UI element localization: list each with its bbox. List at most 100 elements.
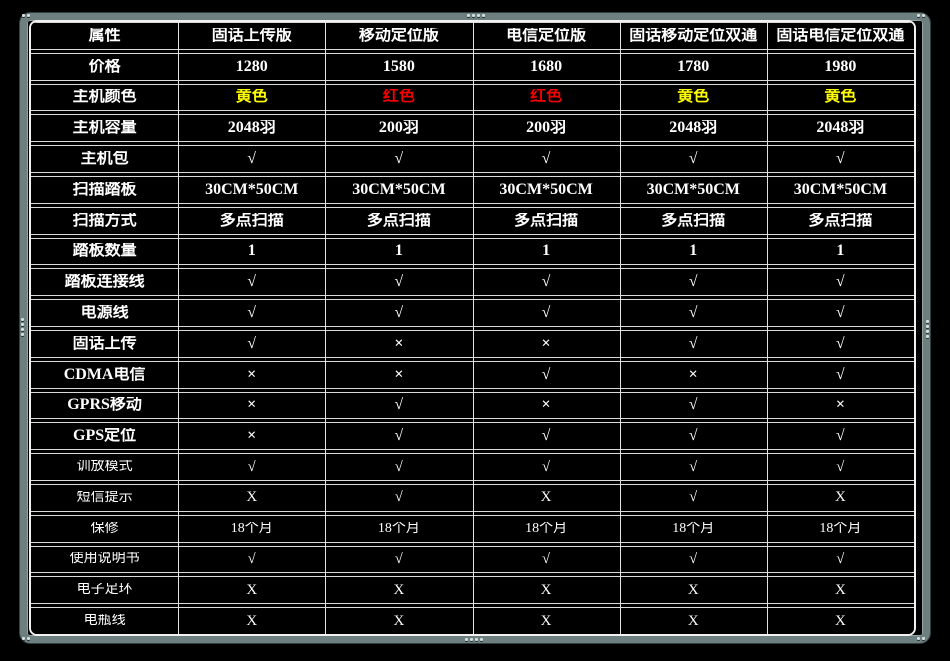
value-cell: 200羽: [378, 120, 419, 137]
value-cell: X: [393, 613, 405, 629]
attribute-label: 电子足环: [76, 583, 133, 598]
column-header: 固话电信定位双通: [776, 27, 905, 44]
value-cell: √: [689, 459, 698, 475]
value-cell: √: [688, 397, 698, 414]
value-cell: ×: [247, 366, 257, 383]
value-cell: 1680: [530, 58, 563, 75]
attribute-label: 主机颜色: [72, 89, 137, 106]
value-cell: 30CM*50CM: [499, 181, 593, 198]
value-cell: 30CM*50CM: [646, 181, 740, 198]
value-cell: X: [834, 582, 846, 598]
value-cell: 1780: [677, 58, 710, 75]
value-cell: X: [246, 582, 258, 598]
value-cell: √: [836, 459, 845, 475]
rivet-dots-top-right: [917, 14, 925, 17]
rivet-dots-left-middle: [21, 318, 24, 336]
value-cell: 18个月: [819, 521, 862, 536]
value-cell: 30CM*50CM: [793, 181, 888, 198]
attribute-label: 训放模式: [76, 460, 133, 475]
value-cell: ×: [541, 397, 551, 414]
column-header: 移动定位版: [358, 27, 439, 44]
value-cell: X: [834, 490, 846, 506]
value-cell: X: [246, 490, 258, 506]
value-cell: ×: [835, 397, 845, 414]
value-cell: √: [541, 305, 551, 322]
value-cell: √: [688, 305, 698, 322]
value-cell: X: [393, 582, 405, 598]
attribute-label: 主机包: [80, 151, 129, 168]
value-cell: 18个月: [525, 521, 568, 536]
value-cell: 多点扫描: [514, 212, 579, 229]
value-cell: 1: [836, 243, 845, 260]
value-cell: 1: [394, 243, 403, 260]
value-cell: √: [836, 366, 845, 383]
value-cell: 18个月: [377, 521, 420, 536]
value-cell: 1280: [235, 58, 268, 75]
value-cell: √: [541, 151, 551, 168]
value-cell: 多点扫描: [808, 212, 873, 229]
value-cell: 18个月: [230, 521, 273, 536]
value-cell: 1: [247, 243, 256, 260]
value-cell: ×: [247, 428, 257, 445]
value-cell: 黄色: [824, 89, 857, 106]
attribute-label: 价格: [88, 58, 121, 75]
value-cell: √: [247, 551, 256, 567]
attribute-label: 电瓶线: [83, 614, 126, 629]
value-cell: √: [541, 274, 551, 291]
rivet-dots-right-middle: [926, 320, 929, 338]
value-cell: √: [247, 151, 257, 168]
value-cell: 18个月: [672, 521, 715, 536]
value-cell: X: [687, 613, 699, 629]
attribute-label: 短信提示: [76, 490, 133, 505]
value-cell: √: [836, 551, 845, 567]
value-cell: √: [394, 305, 404, 322]
value-cell: 2048羽: [816, 120, 865, 137]
value-cell: ×: [688, 366, 698, 383]
column-divider: [619, 22, 621, 634]
value-cell: 黄色: [677, 89, 710, 106]
value-cell: X: [540, 613, 552, 629]
value-cell: √: [689, 551, 698, 567]
value-cell: √: [394, 274, 404, 291]
rivet-dots-bottom-left: [22, 637, 30, 640]
value-cell: √: [541, 428, 551, 445]
value-cell: ×: [394, 335, 404, 352]
value-cell: √: [688, 428, 698, 445]
value-cell: 30CM*50CM: [205, 181, 299, 198]
value-cell: √: [836, 305, 845, 322]
value-cell: X: [540, 582, 552, 598]
attribute-label: 扫描踏板: [72, 181, 137, 198]
attribute-label: 主机容量: [72, 120, 137, 137]
rivet-dots-bottom-right: [917, 637, 925, 640]
value-cell: √: [688, 274, 698, 291]
value-cell: 黄色: [235, 89, 268, 106]
attribute-label: 保修: [90, 521, 119, 536]
value-cell: √: [689, 490, 698, 506]
value-cell: X: [687, 582, 699, 598]
value-cell: ×: [394, 366, 404, 383]
rivet-dots-top-left: [22, 14, 30, 17]
value-cell: √: [394, 151, 404, 168]
value-cell: √: [836, 428, 845, 445]
column-header: 固话移动定位双通: [629, 27, 758, 44]
value-cell: √: [836, 151, 845, 168]
value-cell: 200羽: [526, 120, 567, 137]
value-cell: ×: [247, 397, 257, 414]
value-cell: X: [246, 613, 258, 629]
attribute-label: 固话上传: [72, 335, 137, 352]
attribute-label: 使用说明书: [69, 552, 140, 567]
value-cell: 1980: [824, 58, 857, 75]
value-cell: 多点扫描: [366, 212, 431, 229]
column-header: 属性: [88, 27, 121, 44]
value-cell: √: [836, 335, 845, 352]
attribute-label: GPS定位: [73, 428, 137, 445]
value-cell: √: [541, 551, 551, 567]
value-cell: √: [394, 428, 404, 445]
value-cell: √: [541, 459, 551, 475]
attribute-label: CDMA电信: [63, 366, 146, 383]
column-divider: [472, 22, 474, 634]
value-cell: 30CM*50CM: [352, 181, 446, 198]
column-header: 固话上传版: [211, 27, 292, 44]
value-cell: 1: [689, 243, 698, 260]
value-cell: √: [247, 274, 257, 291]
